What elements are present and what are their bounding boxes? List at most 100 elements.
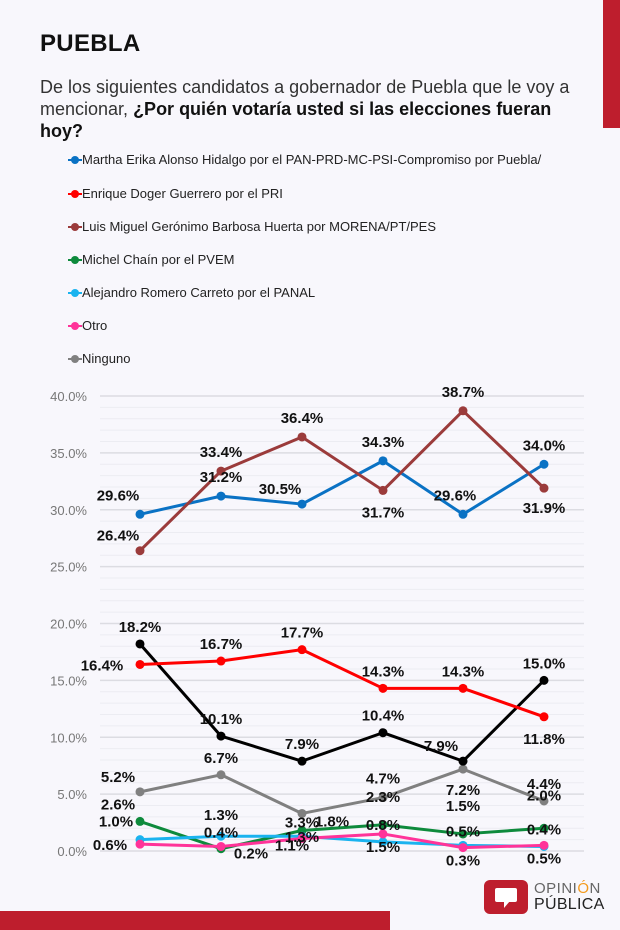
legend-label: Luis Miguel Gerónimo Barbosa Huerta por … [82, 219, 437, 234]
survey-question: De los siguientes candidatos a gobernado… [40, 76, 580, 142]
opinion-publica-logo: OPINIÓN PÚBLICA [484, 880, 604, 916]
data-point [216, 656, 226, 666]
y-tick-label: 30.0% [50, 503, 87, 518]
data-label: 0.4% [527, 821, 561, 838]
legend-label: Otro [82, 318, 108, 333]
data-label: 0.5% [446, 823, 480, 840]
legend-item: Michel Chaín por el PVEM [68, 252, 552, 268]
data-label: 7.9% [285, 736, 319, 753]
legend-marker-icon [68, 318, 82, 334]
data-point [378, 837, 388, 847]
data-label: 4.4% [527, 776, 561, 793]
logo-word-opinion: OPINIÓN [534, 880, 601, 897]
data-point [539, 675, 549, 685]
data-label: 1.5% [446, 798, 480, 815]
legend-marker-icon [68, 285, 82, 301]
data-point [458, 829, 468, 839]
series-line [139, 820, 545, 851]
data-point [135, 816, 145, 826]
data-label: 14.3% [442, 663, 485, 680]
data-point [216, 491, 226, 501]
legend-label: Enrique Doger Guerrero por el PRI [82, 186, 283, 201]
legend-marker-icon [68, 186, 82, 202]
data-point [378, 820, 388, 830]
data-label: 1.5% [366, 839, 400, 856]
data-label: 6.7% [204, 750, 238, 767]
data-label: 0.2% [234, 846, 268, 863]
legend-item: Alejandro Romero Carreto por el PANAL [68, 285, 552, 301]
data-label: 16.7% [200, 636, 243, 653]
data-label: 2.6% [101, 796, 135, 813]
data-point [378, 728, 388, 738]
data-point [378, 485, 388, 495]
data-label: 2.3% [366, 789, 400, 806]
question-intro: De los siguientes candidatos a gobernado… [40, 77, 570, 119]
speech-bubble-icon [484, 880, 528, 914]
data-label: 34.0% [523, 437, 566, 454]
data-point [378, 683, 388, 693]
data-label: 29.6% [97, 487, 140, 504]
data-label: 4.7% [366, 771, 400, 788]
legend-label: Alejandro Romero Carreto por el PANAL [82, 285, 316, 300]
legend-marker-icon [68, 252, 82, 268]
data-point [378, 829, 388, 839]
data-point [216, 831, 226, 841]
data-point [458, 843, 468, 853]
legend-item: Ninguno [68, 351, 552, 367]
data-label: 1.0% [99, 814, 133, 831]
bottom-accent-bar [0, 911, 390, 930]
y-tick-label: 35.0% [50, 446, 87, 461]
data-label: 7.2% [446, 782, 480, 799]
data-point [135, 509, 145, 519]
data-label: 29.6% [434, 487, 477, 504]
data-point [135, 659, 145, 669]
data-label: 15.0% [523, 655, 566, 672]
data-point [539, 823, 549, 833]
data-label: 1.1% [275, 837, 309, 854]
data-label: 1.3% [204, 807, 238, 824]
logo-word-publica: PÚBLICA [534, 896, 605, 913]
legend-marker-icon [68, 152, 82, 168]
data-label: 33.4% [200, 444, 243, 461]
y-tick-label: 15.0% [50, 673, 87, 688]
data-label: 16.4% [81, 657, 124, 674]
series-line [139, 767, 545, 815]
data-point [297, 499, 307, 509]
data-point [458, 683, 468, 693]
data-label: 38.7% [442, 384, 485, 401]
data-point [297, 756, 307, 766]
data-point [458, 406, 468, 416]
question-emphasis: ¿Por quién votaría usted si las eleccion… [40, 99, 552, 141]
data-label: 0.5% [527, 850, 561, 867]
y-tick-label: 25.0% [50, 560, 87, 575]
y-tick-label: 5.0% [57, 787, 87, 802]
data-label: 30.5% [259, 481, 302, 498]
data-point [378, 456, 388, 466]
data-label: 1.3% [285, 829, 319, 846]
page-title: PUEBLA [40, 30, 141, 57]
data-point [458, 509, 468, 519]
data-label: 36.4% [281, 410, 324, 427]
data-point [539, 840, 549, 850]
data-point [216, 841, 226, 851]
line-chart: 0.0% 5.0% 10.0% 15.0% 20.0% 25.0% 30.0% 35.0% 40… [50, 384, 584, 870]
series-line [139, 832, 545, 850]
legend-label: Michel Chaín por el PVEM [82, 252, 235, 267]
data-point [135, 546, 145, 556]
series-line [139, 834, 545, 848]
series-line [138, 409, 546, 552]
data-point [135, 839, 145, 849]
data-point [297, 808, 307, 818]
series-line [138, 642, 546, 763]
data-point [458, 756, 468, 766]
series-line [139, 459, 545, 516]
y-tick-label: 0.0% [57, 844, 87, 859]
data-point [297, 645, 307, 655]
data-label: 7.9% [424, 738, 458, 755]
data-label: 34.3% [362, 434, 405, 451]
legend-label: Martha Erika Alonso Hidalgo por el PAN-P… [82, 152, 542, 167]
data-point [135, 787, 145, 797]
data-label: 0.4% [204, 824, 238, 841]
data-label: 10.1% [200, 711, 243, 728]
data-point [378, 793, 388, 803]
